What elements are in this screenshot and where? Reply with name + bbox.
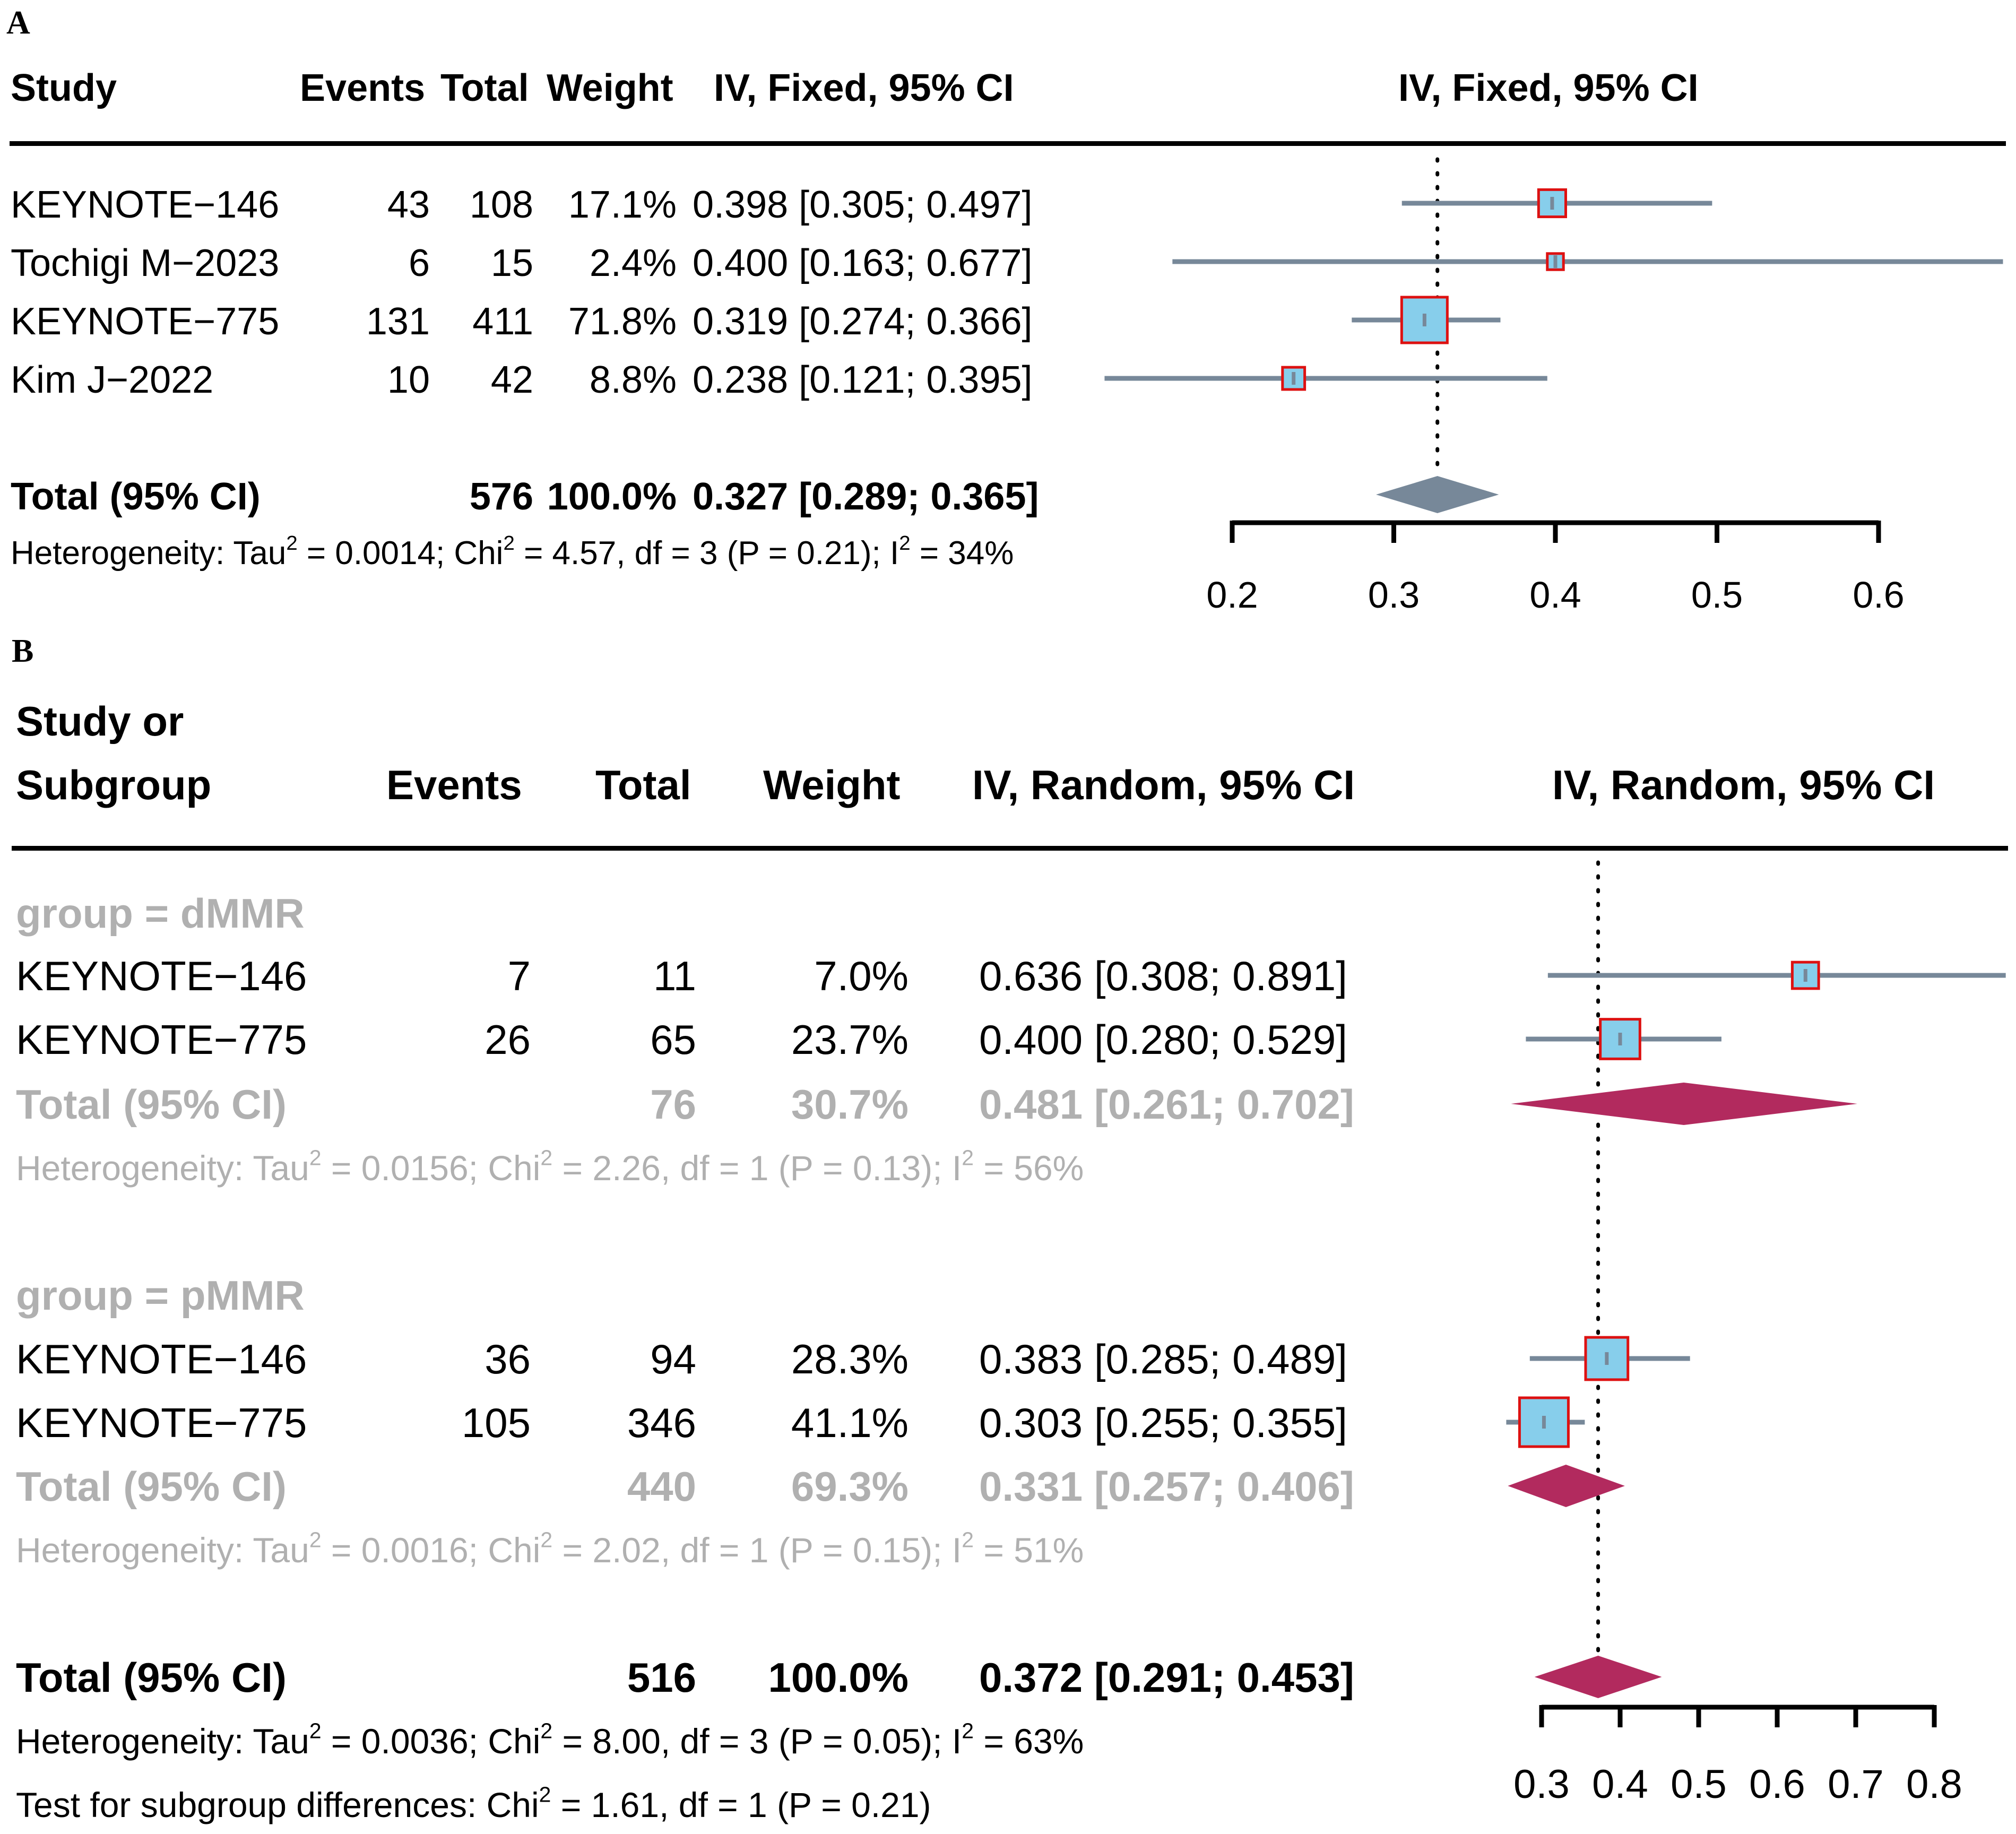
weight: 2.4% <box>589 242 677 284</box>
total-weight: 100.0% <box>547 475 677 518</box>
tick-label: 0.5 <box>1671 1762 1727 1807</box>
header-study: Study <box>11 67 117 109</box>
weight: 28.3% <box>791 1336 909 1382</box>
tick-label: 0.6 <box>1853 574 1904 616</box>
subgroup-total-ci: 0.481 [0.261; 0.702] <box>979 1081 1354 1128</box>
events: 43 <box>387 184 430 226</box>
total: 108 <box>469 184 533 226</box>
total-label: Total (95% CI) <box>11 475 261 518</box>
header-total: Total <box>595 762 691 808</box>
subgroup-diamond <box>1511 1083 1857 1125</box>
subgroup-total-label: Total (95% CI) <box>16 1081 287 1128</box>
subgroup-heterogeneity: Heterogeneity: Tau2 = 0.0016; Chi2 = 2.0… <box>16 1527 1084 1570</box>
events: 7 <box>507 953 531 999</box>
header-plot: IV, Fixed, 95% CI <box>1398 67 1699 109</box>
events: 105 <box>461 1399 531 1446</box>
header-rule <box>10 141 2006 146</box>
events: 131 <box>366 300 430 343</box>
heterogeneity: Heterogeneity: Tau2 = 0.0036; Chi2 = 8.0… <box>16 1718 1084 1761</box>
pooled-diamond <box>1376 476 1499 513</box>
subgroup-test: Test for subgroup differences: Chi2 = 1.… <box>16 1782 931 1824</box>
header-total: Total <box>440 67 529 109</box>
header-events: Events <box>300 67 426 109</box>
tick-label: 0.3 <box>1513 1762 1570 1807</box>
total: 346 <box>627 1399 696 1446</box>
total-n: 516 <box>627 1654 696 1701</box>
ci: 0.319 [0.274; 0.366] <box>693 300 1033 343</box>
tick-label: 0.3 <box>1368 574 1420 616</box>
tick-label: 0.6 <box>1749 1762 1805 1807</box>
weight: 8.8% <box>589 359 677 401</box>
subgroup-total-n: 440 <box>627 1463 696 1510</box>
ci: 0.383 [0.285; 0.489] <box>979 1336 1347 1382</box>
subgroup-total-weight: 30.7% <box>791 1081 909 1128</box>
heterogeneity: Heterogeneity: Tau2 = 0.0014; Chi2 = 4.5… <box>11 532 1014 572</box>
study-name: KEYNOTE−775 <box>11 300 280 343</box>
total: 94 <box>650 1336 696 1382</box>
tick-label: 0.7 <box>1828 1762 1884 1807</box>
subgroup-title: group = pMMR <box>16 1272 305 1319</box>
tick-label: 0.2 <box>1206 574 1258 616</box>
header-weight: Weight <box>547 67 673 109</box>
header-study-or: Study or <box>16 698 184 745</box>
panel-b-label: B <box>12 633 34 669</box>
tick-label: 0.8 <box>1906 1762 1962 1807</box>
header-plot: IV, Random, 95% CI <box>1552 762 1935 808</box>
total: 15 <box>490 242 533 284</box>
study-name: KEYNOTE−146 <box>11 184 280 226</box>
total: 411 <box>472 300 533 343</box>
ci: 0.636 [0.308; 0.891] <box>979 953 1347 999</box>
study-name: KEYNOTE−146 <box>16 1336 307 1382</box>
pooled-diamond <box>1534 1656 1662 1698</box>
total-ci: 0.372 [0.291; 0.453] <box>979 1654 1354 1701</box>
study-name: Kim J−2022 <box>11 359 214 401</box>
total: 65 <box>650 1016 696 1063</box>
ci: 0.400 [0.163; 0.677] <box>693 242 1033 284</box>
header-events: Events <box>386 762 522 808</box>
ci: 0.400 [0.280; 0.529] <box>979 1016 1347 1063</box>
total-ci: 0.327 [0.289; 0.365] <box>693 475 1039 518</box>
header-subgroup: Subgroup <box>16 762 212 808</box>
panel-a-label: A <box>6 5 30 41</box>
weight: 23.7% <box>791 1016 909 1063</box>
events: 26 <box>484 1016 531 1063</box>
total-n: 576 <box>469 475 533 518</box>
subgroup-title: group = dMMR <box>16 890 305 937</box>
subgroup-heterogeneity: Heterogeneity: Tau2 = 0.0156; Chi2 = 2.2… <box>16 1145 1084 1188</box>
events: 10 <box>387 359 430 401</box>
subgroup-diamond <box>1508 1465 1625 1507</box>
weight: 7.0% <box>814 953 909 999</box>
total: 11 <box>653 953 696 999</box>
study-name: KEYNOTE−775 <box>16 1399 307 1446</box>
tick-label: 0.4 <box>1529 574 1581 616</box>
weight: 71.8% <box>568 300 677 343</box>
total-label: Total (95% CI) <box>16 1654 287 1701</box>
weight: 17.1% <box>568 184 677 226</box>
study-name: Tochigi M−2023 <box>11 242 280 284</box>
study-name: KEYNOTE−775 <box>16 1016 307 1063</box>
subgroup-total-weight: 69.3% <box>791 1463 909 1510</box>
total: 42 <box>490 359 533 401</box>
header-rule <box>12 846 2008 851</box>
events: 36 <box>484 1336 531 1382</box>
ci: 0.398 [0.305; 0.497] <box>693 184 1033 226</box>
weight: 41.1% <box>791 1399 909 1446</box>
total-weight: 100.0% <box>768 1654 909 1701</box>
header-ci: IV, Fixed, 95% CI <box>714 67 1014 109</box>
tick-label: 0.4 <box>1592 1762 1648 1807</box>
events: 6 <box>408 242 430 284</box>
subgroup-total-n: 76 <box>650 1081 696 1128</box>
study-name: KEYNOTE−146 <box>16 953 307 999</box>
ci: 0.303 [0.255; 0.355] <box>979 1399 1347 1446</box>
subgroup-total-ci: 0.331 [0.257; 0.406] <box>979 1463 1354 1510</box>
tick-label: 0.5 <box>1691 574 1743 616</box>
header-ci: IV, Random, 95% CI <box>972 762 1355 808</box>
header-weight: Weight <box>763 762 901 808</box>
subgroup-total-label: Total (95% CI) <box>16 1463 287 1510</box>
ci: 0.238 [0.121; 0.395] <box>693 359 1033 401</box>
